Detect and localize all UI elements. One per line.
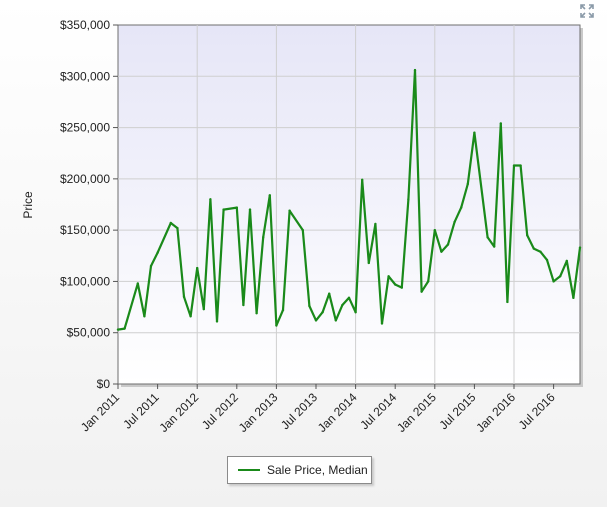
x-tick-label: Jan 2014 [315, 390, 360, 435]
data-point [169, 221, 172, 225]
data-point [420, 290, 423, 293]
y-tick-label: $350,000 [60, 18, 110, 32]
data-point [466, 182, 469, 186]
legend: Sale Price, Median [227, 456, 372, 484]
data-point [182, 295, 186, 299]
data-point [334, 319, 337, 322]
data-point [380, 322, 384, 325]
data-point [446, 243, 450, 246]
data-point [400, 286, 403, 289]
data-point [545, 258, 549, 262]
data-point [341, 303, 344, 307]
expand-arrows-icon [580, 4, 594, 18]
x-tick-label: Jul 2015 [437, 390, 479, 432]
y-tick-label: $100,000 [60, 274, 110, 288]
data-point [176, 226, 179, 230]
data-point [407, 198, 410, 201]
x-tick-label: Jul 2016 [516, 390, 558, 432]
y-tick-label: $250,000 [60, 121, 110, 135]
data-point [427, 280, 430, 283]
y-axis: $0 $50,000 $100,000 $150,000 $200,000 $250,00… [60, 18, 118, 391]
legend-label: Sale Price, Median [267, 463, 368, 477]
y-tick-label: $150,000 [60, 223, 110, 237]
series-sale-price-median [116, 68, 582, 331]
x-tick-label: Jan 2016 [473, 390, 518, 435]
data-point [512, 164, 516, 167]
series-line [117, 68, 582, 331]
data-point [413, 68, 417, 72]
data-point [255, 312, 258, 315]
data-point [123, 327, 126, 330]
data-point [248, 208, 252, 211]
data-point [493, 245, 496, 248]
data-point [578, 246, 582, 249]
data-point [526, 234, 529, 237]
data-point [473, 131, 476, 134]
data-point [156, 251, 159, 254]
plot-area [117, 24, 581, 385]
y-tick-label: $300,000 [60, 69, 110, 83]
x-tick-label: Jan 2015 [394, 390, 439, 435]
data-point [242, 303, 245, 307]
data-point [453, 220, 456, 224]
data-point [539, 250, 542, 253]
x-tick-label: Jan 2011 [78, 390, 122, 434]
x-tick-label: Jan 2012 [156, 390, 201, 435]
data-point [308, 304, 311, 308]
data-point [321, 311, 324, 314]
data-point [215, 320, 219, 323]
x-tick-label: Jul 2012 [199, 390, 241, 432]
data-point [354, 311, 357, 314]
data-point [275, 324, 278, 327]
data-point [116, 328, 120, 331]
legend-swatch [238, 469, 260, 471]
y-tick-label: $200,000 [60, 172, 110, 186]
data-point [328, 292, 331, 295]
data-point [499, 122, 502, 125]
data-point [559, 275, 562, 278]
data-point [532, 247, 535, 250]
data-point [262, 236, 265, 239]
y-tick-label: $50,000 [67, 326, 111, 340]
data-point [288, 209, 291, 212]
grid-lines [118, 25, 580, 384]
x-tick-label: Jul 2013 [278, 390, 320, 432]
data-point [209, 198, 212, 201]
data-point [222, 208, 225, 211]
data-point [506, 300, 509, 304]
data-point [460, 206, 463, 209]
y-tick-label: $0 [97, 377, 111, 391]
data-point [440, 250, 443, 253]
data-point [433, 228, 436, 232]
data-point [347, 296, 351, 300]
data-point [301, 228, 304, 232]
data-point [519, 164, 522, 167]
data-point [268, 194, 271, 197]
data-point [149, 264, 153, 268]
data-point [367, 261, 370, 265]
data-point [565, 259, 568, 263]
y-axis-title: Price [21, 191, 35, 219]
data-point [374, 222, 377, 226]
data-point [189, 315, 192, 318]
x-tick-label: Jan 2013 [236, 390, 281, 435]
expand-button[interactable] [578, 2, 596, 20]
data-point [552, 280, 555, 283]
data-point [202, 307, 205, 311]
x-tick-label: Jul 2014 [357, 390, 399, 432]
data-point [486, 236, 489, 239]
data-point [572, 296, 575, 300]
data-point [314, 319, 318, 322]
data-point [143, 315, 146, 318]
data-point [136, 282, 139, 285]
data-point [196, 266, 199, 270]
data-point [394, 283, 397, 286]
data-point [235, 206, 238, 209]
data-point [387, 275, 390, 278]
data-point [361, 178, 364, 182]
data-point [281, 308, 285, 312]
